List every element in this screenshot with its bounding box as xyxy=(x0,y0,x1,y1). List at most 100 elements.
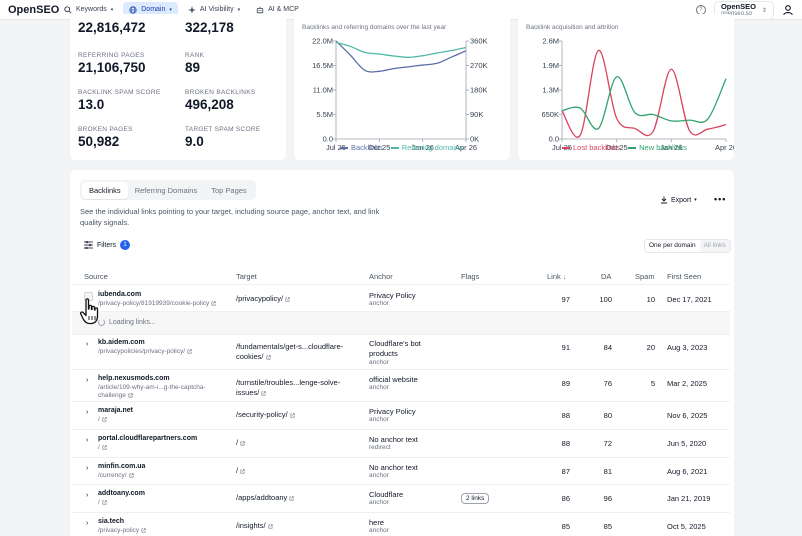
column-header-da[interactable]: DA xyxy=(601,272,612,281)
filters-button[interactable]: Filters 1 xyxy=(84,240,131,250)
export-button[interactable]: Export ▾ xyxy=(660,196,697,204)
chart-title: Backlinks and referring domains over the… xyxy=(302,24,447,31)
column-header-spam[interactable]: Spam xyxy=(635,272,655,281)
legend-item-lost-backlinks[interactable]: Lost backlinks xyxy=(562,143,620,152)
legend-item-new-backlinks[interactable]: New backlinks xyxy=(628,143,687,152)
external-link-icon[interactable] xyxy=(141,528,146,533)
legend-item-backlinks[interactable]: Backlinks xyxy=(340,143,383,152)
search-icon xyxy=(64,5,72,14)
x-tick-label: Oct 25 xyxy=(606,143,628,152)
y-right-tick-label: 0K xyxy=(470,135,479,144)
external-link-icon[interactable] xyxy=(240,440,245,446)
external-link-icon[interactable] xyxy=(268,523,273,529)
target-path[interactable]: /apps/addtoany xyxy=(236,493,360,503)
external-link-icon[interactable] xyxy=(102,500,107,505)
tab-referring-domains[interactable]: Referring Domains xyxy=(134,185,198,195)
column-header-target[interactable]: Target xyxy=(236,272,257,281)
y-right-tick-label: 180K xyxy=(470,86,488,95)
column-header-anchor[interactable]: Anchor xyxy=(369,272,393,281)
external-link-icon[interactable] xyxy=(102,445,107,450)
source-domain[interactable]: minfin.com.ua xyxy=(98,463,146,470)
nav-tab-domain[interactable]: Domain ▾ xyxy=(123,1,178,18)
external-link-icon[interactable] xyxy=(128,393,133,398)
chart-title: Backlink acquisition and attrition xyxy=(526,24,619,31)
rank-label: RANK xyxy=(185,52,205,59)
source-path[interactable]: / xyxy=(98,499,226,507)
link-score: 87 xyxy=(561,467,570,476)
source-domain[interactable]: iubenda.com xyxy=(98,291,142,298)
target-path[interactable]: / xyxy=(236,466,360,476)
series-line-new-backlinks xyxy=(561,76,727,130)
chevron-down-icon: ▾ xyxy=(169,6,172,13)
column-header-first-seen[interactable]: First Seen xyxy=(667,272,702,281)
tab-backlinks[interactable]: Backlinks xyxy=(82,181,128,199)
source-domain[interactable]: kb.aidem.com xyxy=(98,339,145,346)
source-path[interactable]: / xyxy=(98,444,226,452)
domain-authority: 84 xyxy=(603,343,612,352)
tab-top-pages[interactable]: Top Pages xyxy=(211,185,247,195)
nav-tab-ai-mcp[interactable]: AI & MCP xyxy=(250,2,305,18)
source-domain[interactable]: help.nexusmods.com xyxy=(98,375,170,382)
anchor-type: anchor xyxy=(369,527,389,534)
link-score: 88 xyxy=(561,411,570,420)
filters-label: Filters xyxy=(97,241,117,249)
target-path[interactable]: /turnstile/troubles...lenge-solve-issues… xyxy=(236,378,341,397)
external-link-icon[interactable] xyxy=(211,301,216,306)
external-link-icon[interactable] xyxy=(129,473,134,478)
source-domain[interactable]: maraja.net xyxy=(98,407,134,414)
external-link-icon[interactable] xyxy=(187,349,192,354)
expand-row-chevron-icon[interactable]: › xyxy=(86,520,89,527)
expand-row-chevron-icon[interactable]: › xyxy=(86,492,89,499)
source-domain[interactable]: addtoany.com xyxy=(98,490,145,497)
flag-badge[interactable]: 2 links xyxy=(461,493,490,504)
acquisition-chart-card: Backlink acquisition and attrition 2.6M 1… xyxy=(518,14,734,160)
y-tick-label: 1.3M xyxy=(542,86,559,95)
loading-text: Loading links... xyxy=(109,319,156,326)
nav-tab-ai-visibility[interactable]: AI Visibility ▾ xyxy=(182,2,246,18)
external-link-icon[interactable] xyxy=(261,390,266,396)
target-path[interactable]: /fundamentals/get-s...cloudflare-cookies… xyxy=(236,342,344,361)
expand-row-chevron-icon[interactable]: › xyxy=(86,437,89,444)
external-link-icon[interactable] xyxy=(266,354,271,360)
more-options-button[interactable]: ••• xyxy=(714,194,727,204)
target-path[interactable]: /privacypolicy/ xyxy=(236,294,360,304)
column-header-source[interactable]: Source xyxy=(84,272,108,281)
anchor-type: anchor xyxy=(369,416,389,423)
source-path[interactable]: /privacy-policy xyxy=(98,527,226,535)
row-divider xyxy=(72,484,730,485)
external-link-icon[interactable] xyxy=(289,495,294,501)
column-header-flags[interactable]: Flags xyxy=(461,272,480,281)
y-right-tick-label: 360K xyxy=(470,37,488,46)
project-selector[interactable]: OpenSEO openseo.so ⇕ xyxy=(713,0,774,20)
toggle-all-links[interactable]: All links xyxy=(699,240,730,252)
source-path[interactable]: / xyxy=(98,416,226,424)
expand-row-chevron-icon[interactable]: › xyxy=(86,465,89,472)
x-tick-label: Jul 25 xyxy=(326,143,346,152)
target-path[interactable]: /security-policy/ xyxy=(236,410,360,420)
backlink-spam-value: 13.0 xyxy=(78,97,105,112)
source-path[interactable]: /currency/ xyxy=(98,472,226,480)
legend-item-referring-domains[interactable]: Referring domains xyxy=(390,143,463,152)
expand-row-chevron-icon[interactable]: › xyxy=(86,409,89,416)
user-icon[interactable] xyxy=(782,4,794,16)
project-name: OpenSEO xyxy=(720,1,756,11)
source-path[interactable]: /article/109-why-am-i...g-the-captcha-ch… xyxy=(98,384,206,399)
target-path[interactable]: / xyxy=(236,438,360,448)
y-tick-label: 0.0 xyxy=(323,135,333,144)
app-logo[interactable]: OpenSEO xyxy=(8,3,60,16)
external-link-icon[interactable] xyxy=(285,296,290,302)
column-header-link[interactable]: Link ↓ xyxy=(547,272,566,281)
source-path[interactable]: /privacypolicies/privacy-policy/ xyxy=(98,348,226,356)
target-path[interactable]: /insights/ xyxy=(236,521,360,531)
source-path[interactable]: /privacy-policy/81919939/cookie-policy xyxy=(98,300,226,308)
source-domain[interactable]: sia.tech xyxy=(98,518,125,525)
external-link-icon[interactable] xyxy=(290,412,295,418)
expand-row-chevron-icon[interactable]: › xyxy=(86,341,89,348)
nav-tab-label: Domain xyxy=(141,6,166,13)
toggle-one-per-domain[interactable]: One per domain xyxy=(645,240,700,252)
nav-tab-keywords[interactable]: Keywords ▾ xyxy=(58,2,119,18)
external-link-icon[interactable] xyxy=(102,417,107,422)
source-domain[interactable]: portal.cloudflarepartners.com xyxy=(98,435,198,442)
external-link-icon[interactable] xyxy=(240,468,245,474)
expand-row-chevron-icon[interactable]: › xyxy=(86,377,89,384)
